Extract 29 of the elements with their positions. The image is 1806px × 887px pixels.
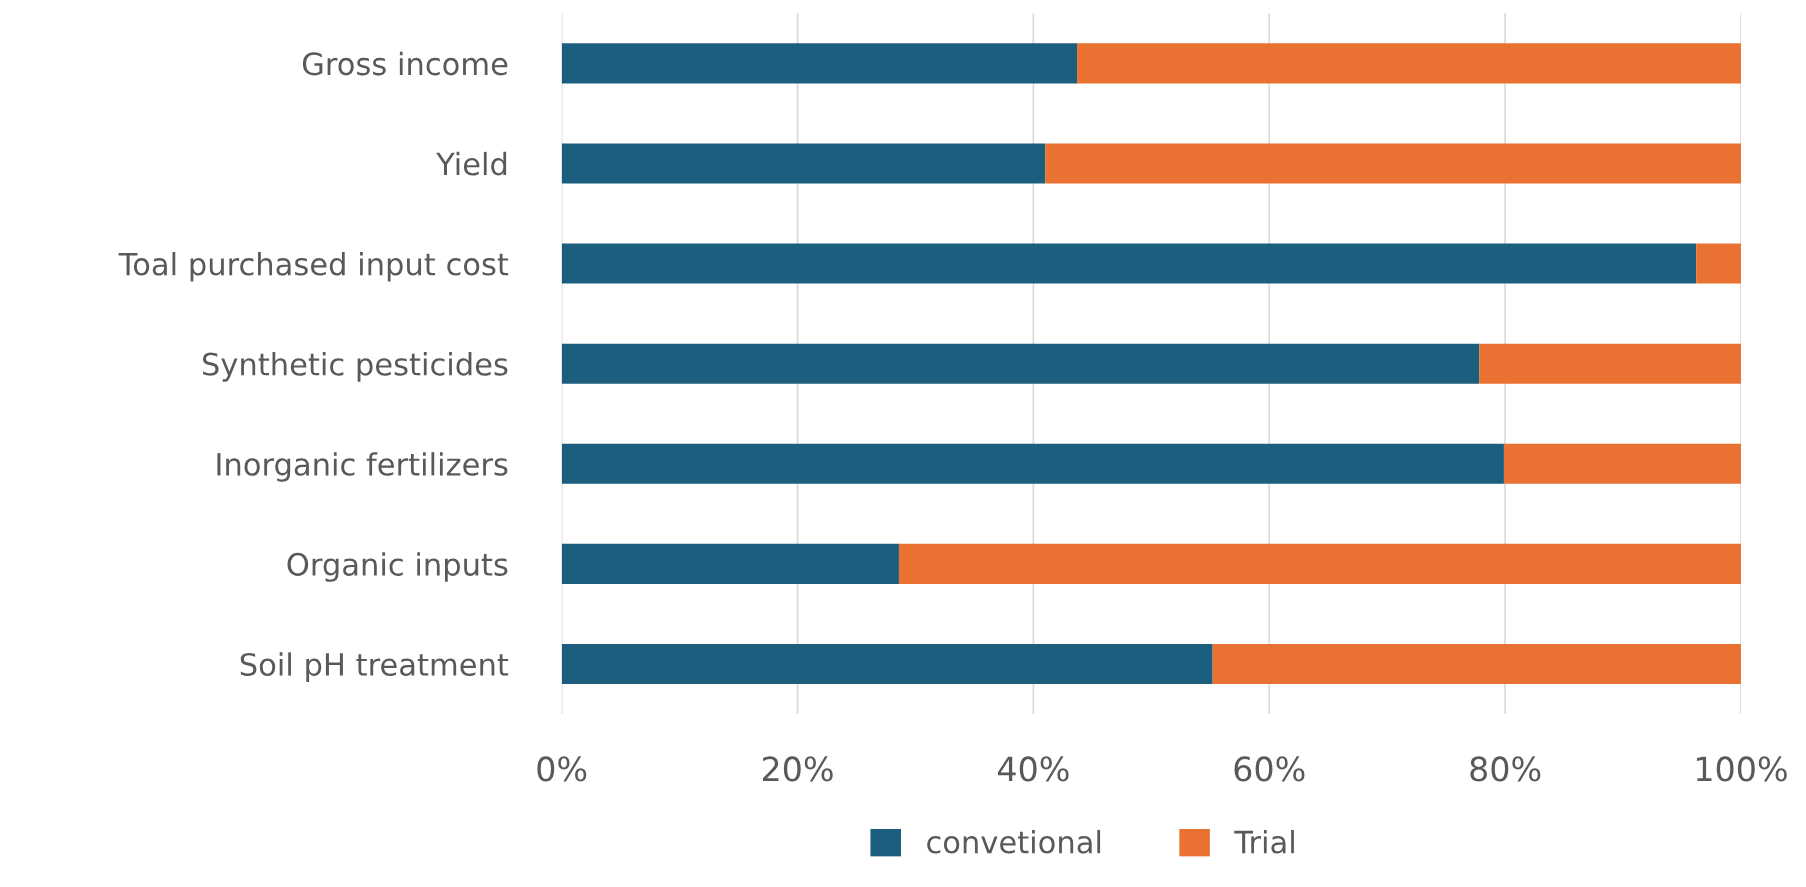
y-tick-label: Yield	[436, 151, 507, 176]
bar	[561, 343, 1480, 384]
x-tick-label: 60%	[1234, 756, 1305, 782]
bar	[1045, 143, 1741, 184]
y-tick-label: Soil pH treatment	[240, 652, 509, 682]
bar	[561, 143, 1046, 184]
x-tick-label: 100%	[1697, 756, 1787, 782]
y-tick-label: Inorganic fertilizers	[217, 452, 508, 482]
bar	[561, 643, 1213, 684]
x-tick-label: 40%	[997, 756, 1069, 782]
bar	[1503, 443, 1741, 484]
bar	[1696, 243, 1741, 284]
x-tick-label: 20%	[762, 756, 833, 782]
y-tick-label: Gross income	[302, 51, 508, 76]
bar	[1212, 643, 1741, 684]
legend-label: Trial	[1234, 829, 1294, 854]
bar	[1479, 343, 1741, 384]
bar	[1077, 43, 1741, 84]
bar	[898, 543, 1741, 584]
y-tick-label: Organic inputs	[287, 552, 508, 582]
bar	[561, 543, 899, 584]
y-tick-label: Synthetic pesticides	[202, 352, 508, 382]
bar	[561, 443, 1504, 484]
bar	[561, 43, 1078, 84]
legend-label: convetional	[927, 829, 1101, 854]
bar	[561, 243, 1697, 284]
x-tick-label: 0%	[537, 756, 587, 782]
y-tick-label: Toal purchased input cost	[118, 251, 509, 282]
x-tick-label: 80%	[1470, 756, 1541, 782]
